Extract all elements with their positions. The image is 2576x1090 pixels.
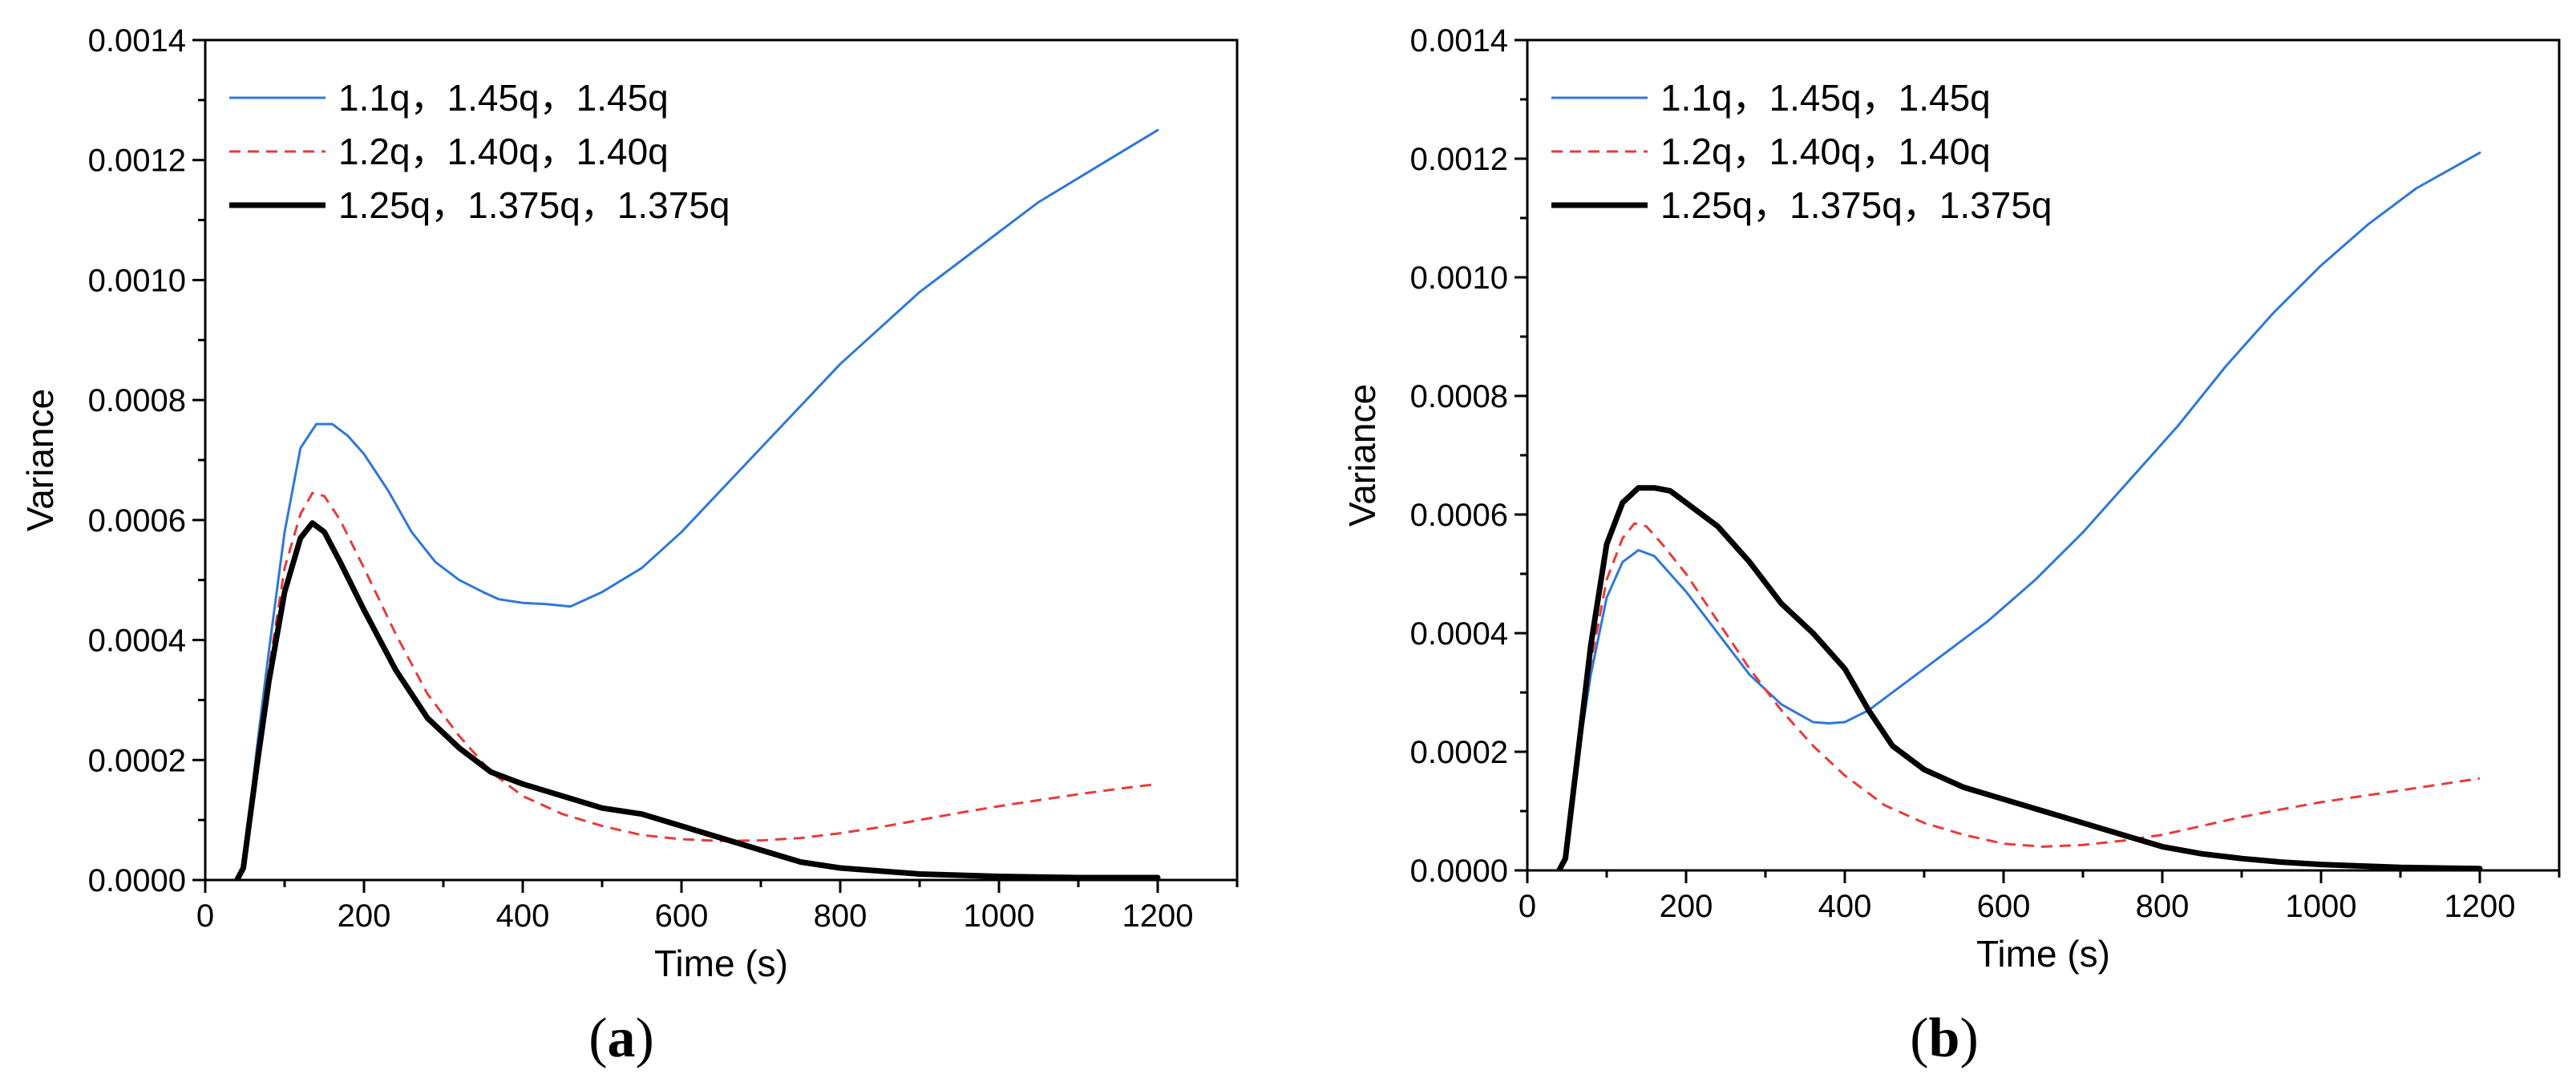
- y-tick-label: 0.0000: [1410, 854, 1508, 889]
- x-tick-label: 0: [196, 898, 214, 934]
- x-axis-title: Time (s): [1976, 933, 2110, 975]
- x-tick-label: 1000: [2286, 889, 2357, 924]
- y-tick-label: 0.0004: [88, 624, 186, 659]
- legend-label-1: 1.1q，1.45q，1.45q: [338, 77, 669, 119]
- legend-label-1: 1.1q，1.45q，1.45q: [1660, 77, 1991, 119]
- x-tick-label: 1200: [2445, 889, 2516, 924]
- chart-panel-a: 0 200 400 600 800 1000 1200 0.0000 0.0002 0.0004 0…: [19, 23, 1239, 1069]
- y-tick-label: 0.0006: [88, 503, 186, 539]
- x-tick-label: 800: [814, 898, 867, 934]
- y-tick-label: 0.0014: [88, 23, 186, 59]
- x-tick-label: 400: [496, 898, 550, 934]
- y-tick-label: 0.0014: [1410, 23, 1508, 59]
- legend-label-2: 1.2q，1.40q，1.40q: [1660, 131, 1991, 172]
- x-tick-label: 200: [338, 898, 391, 934]
- x-axis-title: Time (s): [654, 943, 788, 984]
- x-tick-label: 1000: [964, 898, 1035, 934]
- y-tick-label: 0.0012: [88, 143, 186, 179]
- x-tick-label: 0: [1519, 889, 1536, 924]
- chart-panel-b: 0 200 400 600 800 1000 1200 0.0000 0.0002 0.0004 0…: [1341, 23, 2561, 1069]
- y-tick-label: 0.0008: [1410, 379, 1508, 414]
- y-tick-label: 0.0008: [88, 383, 186, 418]
- y-tick-label: 0.0000: [88, 863, 186, 898]
- panel-caption: (a): [588, 1007, 654, 1069]
- y-tick-label: 0.0010: [1410, 260, 1508, 296]
- x-tick-label: 800: [2136, 889, 2190, 924]
- y-tick-label: 0.0010: [88, 263, 186, 298]
- y-tick-label: 0.0004: [1410, 616, 1508, 652]
- legend-label-3: 1.25q，1.375q，1.375q: [338, 184, 730, 226]
- legend-label-2: 1.2q，1.40q，1.40q: [338, 131, 669, 172]
- series-line-1: [1558, 151, 2481, 870]
- series-line-3: [1556, 485, 2483, 870]
- series-line-2: [236, 491, 1159, 880]
- x-tick-label: 200: [1660, 889, 1713, 924]
- panel-caption: (b): [1910, 1007, 1979, 1069]
- y-tick-label: 0.0006: [1410, 498, 1508, 533]
- series-line-3: [234, 520, 1161, 880]
- x-tick-label: 1200: [1122, 898, 1194, 934]
- y-axis-title: Variance: [1341, 384, 1383, 527]
- y-tick-label: 0.0002: [88, 743, 186, 778]
- series-line-1: [236, 128, 1159, 880]
- legend-label-3: 1.25q，1.375q，1.375q: [1660, 184, 2052, 226]
- y-tick-label: 0.0012: [1410, 142, 1508, 177]
- y-tick-label: 0.0002: [1410, 735, 1508, 770]
- x-tick-label: 600: [655, 898, 709, 934]
- series-line-2: [1558, 522, 2481, 870]
- x-tick-label: 600: [1977, 889, 2031, 924]
- x-tick-label: 400: [1818, 889, 1872, 924]
- y-axis-title: Variance: [19, 389, 61, 531]
